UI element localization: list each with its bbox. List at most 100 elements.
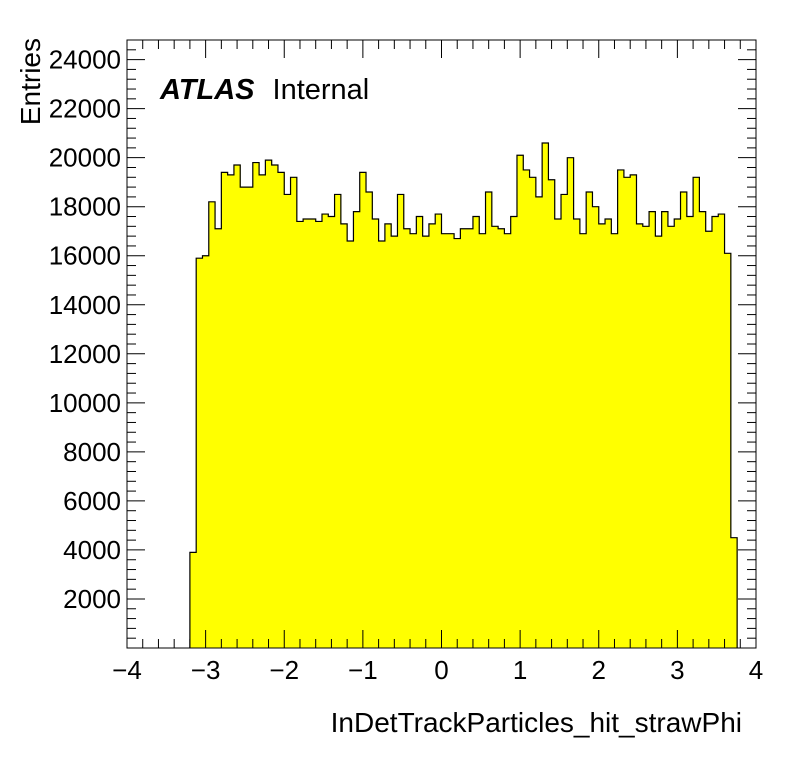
histogram-bin xyxy=(215,228,222,648)
histogram-bin xyxy=(636,223,644,648)
histogram-bin xyxy=(315,221,323,648)
histogram-bin xyxy=(705,231,713,648)
histogram-bin xyxy=(485,192,493,648)
histogram-bin xyxy=(265,160,273,648)
atlas-label-secondary: Internal xyxy=(273,74,370,106)
histogram-bin xyxy=(579,233,587,648)
histogram-bin xyxy=(466,228,474,648)
plot-frame xyxy=(126,39,757,649)
histogram-bin xyxy=(277,172,285,649)
histogram-bin xyxy=(686,216,694,649)
histogram-bin xyxy=(397,194,405,649)
histogram-bin xyxy=(328,216,336,649)
histogram-bin xyxy=(422,236,430,648)
y-tick-label: 24000 xyxy=(49,45,121,75)
histogram-bin xyxy=(498,228,505,648)
histogram-bin xyxy=(711,216,719,649)
histogram-bin xyxy=(542,142,549,648)
axis-ticks xyxy=(126,39,757,649)
histogram-bin xyxy=(271,165,279,648)
histogram-bin xyxy=(611,233,619,648)
histogram-bin xyxy=(454,238,461,649)
histogram-bin xyxy=(516,155,524,648)
histogram-bin xyxy=(378,241,386,648)
histogram-bin xyxy=(202,255,210,648)
histogram-bin xyxy=(554,218,562,648)
x-tick-label: 2 xyxy=(592,655,606,685)
histogram-bin xyxy=(284,194,292,649)
histogram-bin xyxy=(233,165,241,648)
histogram-bin xyxy=(573,218,581,648)
histogram-bin xyxy=(416,216,424,649)
y-tick-label: 2000 xyxy=(63,584,121,614)
histogram-bin xyxy=(410,233,417,648)
histogram-bin xyxy=(699,211,707,648)
histogram-bin xyxy=(334,194,342,649)
histogram-bin xyxy=(303,218,310,648)
histogram-bin xyxy=(460,228,468,648)
y-tick-label: 10000 xyxy=(49,388,121,418)
histogram-bin xyxy=(472,216,480,649)
histogram-bin xyxy=(435,214,442,648)
histogram-bin xyxy=(642,226,650,649)
histogram-bin xyxy=(246,187,254,648)
histogram-bin xyxy=(724,253,732,648)
histogram-bin xyxy=(447,233,455,648)
histogram-bin xyxy=(630,174,637,648)
y-tick-label: 6000 xyxy=(63,486,121,516)
x-axis-title: InDetTrackParticles_hit_strawPhi xyxy=(331,707,742,738)
x-tick-label: −1 xyxy=(348,655,378,685)
histogram-bin xyxy=(567,157,575,648)
x-tick-label: 4 xyxy=(749,655,763,685)
histogram-outline xyxy=(189,142,738,648)
x-tick-label: 0 xyxy=(434,655,448,685)
y-tick-label: 4000 xyxy=(63,535,121,565)
histogram-bin xyxy=(340,223,348,648)
histogram-bin xyxy=(491,226,499,649)
histogram-bin xyxy=(259,174,266,648)
y-tick-label: 22000 xyxy=(49,94,121,124)
histogram-bin xyxy=(510,216,518,649)
histogram-bin xyxy=(523,169,531,648)
histogram-bin xyxy=(693,177,700,648)
histogram-bin xyxy=(428,223,436,648)
histogram-bin xyxy=(309,218,317,648)
histogram-bin xyxy=(384,223,392,648)
x-tick-label: 1 xyxy=(513,655,527,685)
histogram-bin xyxy=(321,214,329,648)
y-tick-label: 14000 xyxy=(49,290,121,320)
histogram-bin xyxy=(366,192,373,648)
x-tick-label: −4 xyxy=(112,655,142,685)
histogram-bin xyxy=(529,177,537,648)
y-tick-labels: 2000 4000 6000 8000 10000 12000 14000 16000 1800… xyxy=(49,45,121,614)
histogram-bin xyxy=(227,174,235,648)
histogram-bin xyxy=(372,218,380,648)
y-axis-title: Entries xyxy=(15,38,46,125)
histogram-bin xyxy=(680,192,688,648)
y-tick-label: 16000 xyxy=(49,241,121,271)
histogram-bin xyxy=(196,258,203,648)
histogram-bin xyxy=(504,233,512,648)
histogram-bin xyxy=(221,172,229,649)
histogram-bin xyxy=(649,211,656,648)
histogram-bin xyxy=(674,218,682,648)
histogram-bin xyxy=(548,179,556,648)
histogram-bin xyxy=(290,177,298,648)
x-tick-labels: −4 −3 −2 −1 0 1 2 3 4 xyxy=(112,655,763,685)
histogram-bin xyxy=(586,192,593,648)
y-tick-label: 12000 xyxy=(49,339,121,369)
histogram-bin xyxy=(718,214,726,648)
y-tick-label: 20000 xyxy=(49,143,121,173)
histogram-bin xyxy=(347,241,354,648)
histogram-bin xyxy=(661,211,669,648)
histogram-bin xyxy=(535,196,543,648)
histogram-bin xyxy=(296,221,304,648)
histogram-bin xyxy=(598,223,606,648)
histogram-bin xyxy=(592,206,600,649)
atlas-label-primary: ATLAS xyxy=(159,74,255,106)
histogram-bin xyxy=(623,177,631,648)
histogram-bin xyxy=(391,236,398,648)
histogram-bin xyxy=(359,172,367,649)
histogram-bin xyxy=(208,201,216,648)
